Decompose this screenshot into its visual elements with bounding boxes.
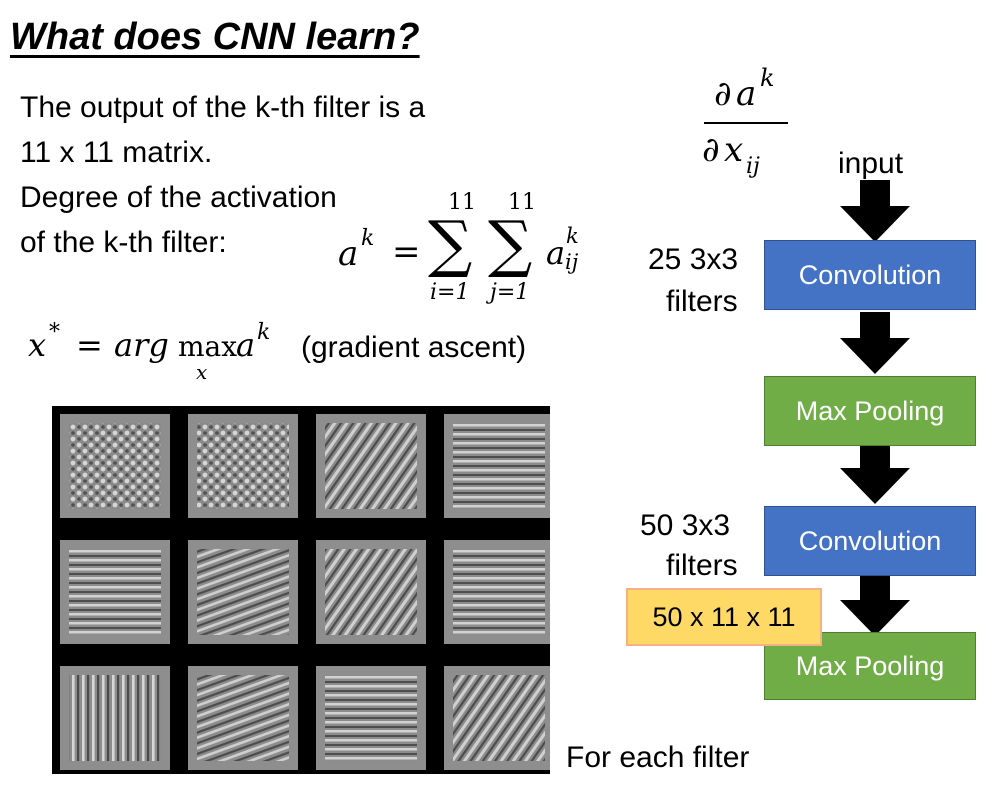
filter-tile <box>188 414 298 518</box>
argmax-equation: x * = arg max x a k <box>28 320 318 390</box>
filter-tile <box>60 414 170 518</box>
down-arrow-icon <box>840 574 910 636</box>
eq-a-sum2-bottom: j=1 <box>490 280 530 305</box>
output-description-line1: The output of the k-th filter is a <box>20 91 426 124</box>
deriv-den-sub: ij <box>746 154 760 179</box>
layer-convolution-1: Convolution <box>764 240 976 310</box>
conv1-filter-label: filters <box>666 285 738 318</box>
down-arrow-icon <box>840 180 910 242</box>
sigma-icon: ∑ <box>488 207 533 280</box>
eq-a-lhs-sup: k <box>361 226 375 251</box>
deriv-num-sup: k <box>760 64 775 92</box>
output-description-line2: 11 x 11 matrix. <box>20 136 213 169</box>
activation-description-line1: Degree of the activation <box>20 181 337 214</box>
slide-title: What does CNN learn? <box>10 16 420 58</box>
filter-tile <box>444 540 554 644</box>
deriv-num: a <box>736 74 757 114</box>
eq-x-max: max <box>178 330 238 363</box>
eq-x-rhs-sup: k <box>257 320 271 345</box>
filter-tile <box>188 666 298 770</box>
fraction-bar <box>704 122 788 124</box>
eq-a-equals: = <box>392 232 421 272</box>
filter-tile <box>188 540 298 644</box>
activation-equation: a k = 11 ∑ i=1 11 ∑ j=1 a k ij <box>338 186 598 316</box>
filter-visualization-grid <box>52 406 554 774</box>
filter-tile <box>60 540 170 644</box>
conv2-filter-label: filters <box>666 549 738 582</box>
partial-icon: ∂ <box>702 130 720 170</box>
layer-convolution-2: Convolution <box>764 506 976 576</box>
layer-max-pooling-1: Max Pooling <box>764 376 976 446</box>
eq-a-term-sub: ij <box>565 250 579 274</box>
eq-x-equals: = <box>76 326 103 364</box>
conv2-filter-count: 50 3x3 <box>640 509 731 542</box>
filter-tile <box>316 540 426 644</box>
conv1-filter-count: 25 3x3 <box>648 243 739 276</box>
activation-description-line2: of the k-th filter: <box>20 226 227 259</box>
sigma-icon: ∑ <box>428 207 473 280</box>
eq-x-lhs-sup: * <box>49 320 60 345</box>
filter-tile <box>316 414 426 518</box>
eq-x-max-sub: x <box>196 360 208 384</box>
gradient-ascent-note: (gradient ascent) <box>301 331 527 364</box>
input-label: input <box>838 147 904 180</box>
filter-visualization-svg <box>60 414 554 770</box>
filter-tile <box>444 414 554 518</box>
down-arrow-icon <box>840 312 910 374</box>
down-arrow-icon <box>840 442 910 504</box>
eq-a-term: a <box>546 234 566 272</box>
filter-tile <box>60 666 170 770</box>
eq-a-lhs: a <box>338 234 359 274</box>
eq-x-rhs: a <box>236 326 256 364</box>
eq-a-term-sup: k <box>566 224 579 248</box>
filter-tile <box>316 666 426 770</box>
eq-x-lhs: x <box>28 326 47 364</box>
eq-x-arg: arg <box>114 326 169 364</box>
deriv-den: x <box>724 130 744 170</box>
filter-tile <box>444 666 554 770</box>
filter-caption: For each filter <box>566 741 750 774</box>
output-shape-badge: 50 x 11 x 11 <box>626 588 822 646</box>
eq-a-sum1-top: 11 <box>448 190 476 215</box>
partial-icon: ∂ <box>714 74 732 114</box>
derivative-expression: ∂ a k ∂ x ij <box>690 60 800 180</box>
eq-a-sum2-top: 11 <box>508 190 536 215</box>
eq-a-sum1-bottom: i=1 <box>430 280 470 305</box>
